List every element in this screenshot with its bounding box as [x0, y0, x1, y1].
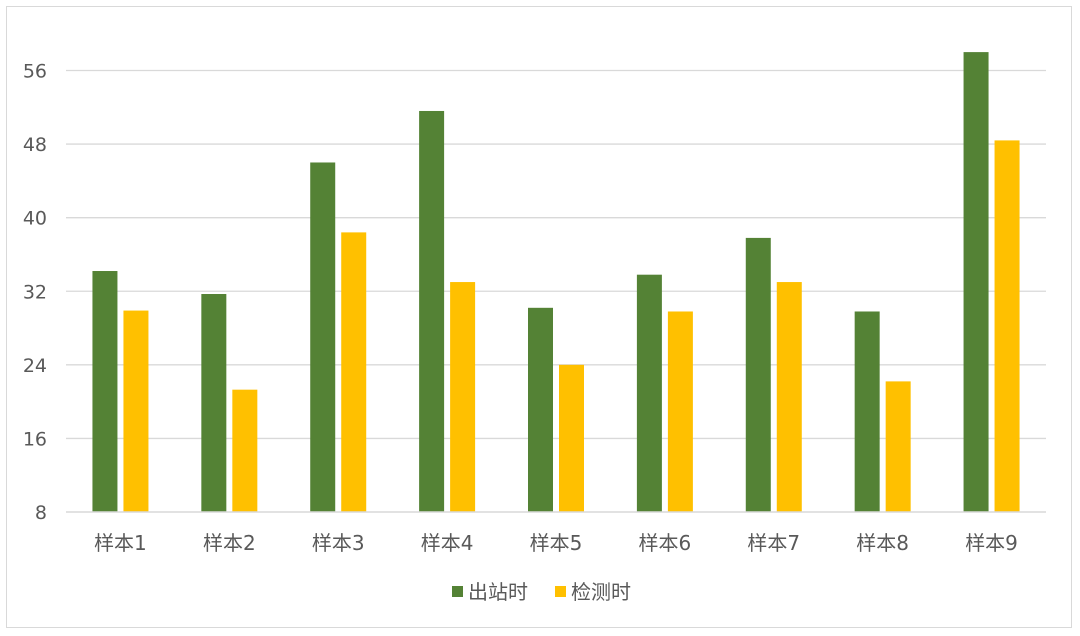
y-tick-label: 48 — [23, 134, 47, 156]
bar-outbound-2 — [201, 294, 227, 512]
bar-inspection-1 — [123, 310, 149, 512]
bar-outbound-8 — [854, 311, 880, 512]
bar-inspection-6 — [667, 311, 693, 512]
bar-inspection-5 — [559, 364, 584, 512]
x-category-label: 样本7 — [747, 531, 800, 555]
bar-outbound-9 — [963, 52, 989, 513]
bar-inspection-9 — [994, 140, 1020, 512]
x-category-label: 样本3 — [312, 531, 365, 555]
y-tick-label: 16 — [23, 428, 47, 450]
gridlines — [66, 69, 1046, 440]
x-category-label: 样本1 — [94, 531, 147, 555]
bar-inspection-4 — [450, 282, 476, 512]
legend: 出站时 检测时 — [452, 580, 631, 604]
x-category-label: 样本6 — [639, 531, 692, 555]
bar-outbound-5 — [528, 307, 553, 512]
x-category-label: 样本2 — [203, 531, 256, 555]
legend-label-1: 出站时 — [468, 580, 528, 604]
bar-outbound-7 — [745, 237, 771, 512]
bar-outbound-1 — [92, 271, 118, 512]
bar-outbound-4 — [419, 110, 445, 513]
x-category-label: 样本5 — [530, 531, 583, 555]
bar-outbound-6 — [636, 274, 662, 512]
bar-inspection-7 — [776, 282, 802, 512]
bar-inspection-3 — [341, 232, 367, 512]
legend-swatch-2 — [555, 586, 566, 597]
bar-inspection-2 — [232, 389, 258, 512]
y-tick-label: 32 — [23, 281, 47, 303]
x-category-label: 样本9 — [965, 531, 1018, 555]
x-category-label: 样本8 — [856, 531, 909, 555]
y-axis-ticks: 8 16 24 32 40 48 56 — [23, 61, 47, 525]
legend-label-2: 检测时 — [571, 580, 631, 604]
y-tick-label: 56 — [23, 61, 47, 83]
y-tick-label: 8 — [35, 502, 47, 524]
bar-inspection-8 — [885, 381, 911, 512]
y-tick-label: 40 — [23, 208, 47, 230]
legend-swatch-1 — [452, 586, 463, 597]
y-tick-label: 24 — [23, 355, 47, 377]
x-axis-categories: 样本1 样本2 样本3 样本4 样本5 样本6 样本7 样本8 样本9 — [94, 531, 1018, 555]
x-category-label: 样本4 — [421, 531, 474, 555]
bar-outbound-3 — [310, 162, 336, 512]
bars — [92, 52, 1020, 513]
